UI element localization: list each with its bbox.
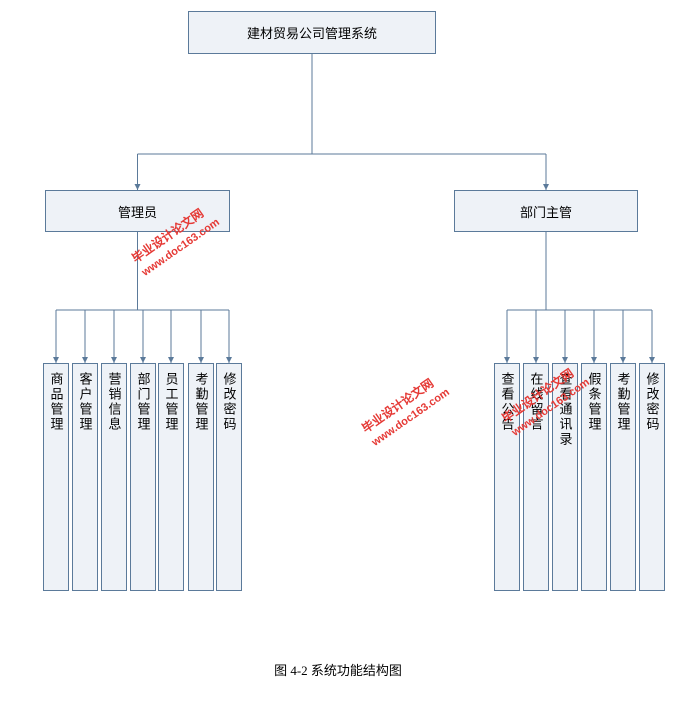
caption-text: 图 4-2 系统功能结构图 xyxy=(274,663,402,678)
right-branch-node: 部门主管 xyxy=(454,190,638,232)
figure-caption: 图 4-2 系统功能结构图 xyxy=(0,660,676,679)
right-leaf-node: 修改密码 xyxy=(639,363,665,591)
leaf-label: 商品管理 xyxy=(47,372,66,432)
root-label: 建材贸易公司管理系统 xyxy=(247,23,377,42)
leaf-label: 考勤管理 xyxy=(614,372,633,432)
root-node: 建材贸易公司管理系统 xyxy=(188,11,436,54)
left-leaf-node: 客户管理 xyxy=(72,363,98,591)
leaf-label: 考勤管理 xyxy=(192,372,211,432)
left-leaf-node: 考勤管理 xyxy=(188,363,214,591)
left-leaf-node: 员工管理 xyxy=(158,363,184,591)
leaf-label: 在线留言 xyxy=(527,372,546,432)
right-leaf-node: 考勤管理 xyxy=(610,363,636,591)
left-leaf-node: 商品管理 xyxy=(43,363,69,591)
right-leaf-node: 在线留言 xyxy=(523,363,549,591)
leaf-label: 查看公告 xyxy=(498,372,517,432)
leaf-label: 部门管理 xyxy=(134,372,153,432)
leaf-label: 修改密码 xyxy=(220,372,239,432)
right-leaf-node: 查看通讯录 xyxy=(552,363,578,591)
leaf-label: 客户管理 xyxy=(76,372,95,432)
leaf-label: 员工管理 xyxy=(162,372,181,432)
left-branch-node: 管理员 xyxy=(45,190,230,232)
right-leaf-node: 查看公告 xyxy=(494,363,520,591)
right-leaf-node: 假条管理 xyxy=(581,363,607,591)
left-leaf-node: 营销信息 xyxy=(101,363,127,591)
leaf-label: 修改密码 xyxy=(643,372,662,432)
leaf-label: 营销信息 xyxy=(105,372,124,432)
right-branch-label: 部门主管 xyxy=(520,202,572,221)
leaf-label: 假条管理 xyxy=(585,372,604,432)
left-leaf-node: 部门管理 xyxy=(130,363,156,591)
left-branch-label: 管理员 xyxy=(118,202,157,221)
leaf-label: 查看通讯录 xyxy=(556,372,575,447)
left-leaf-node: 修改密码 xyxy=(216,363,242,591)
connector-lines xyxy=(0,0,676,711)
